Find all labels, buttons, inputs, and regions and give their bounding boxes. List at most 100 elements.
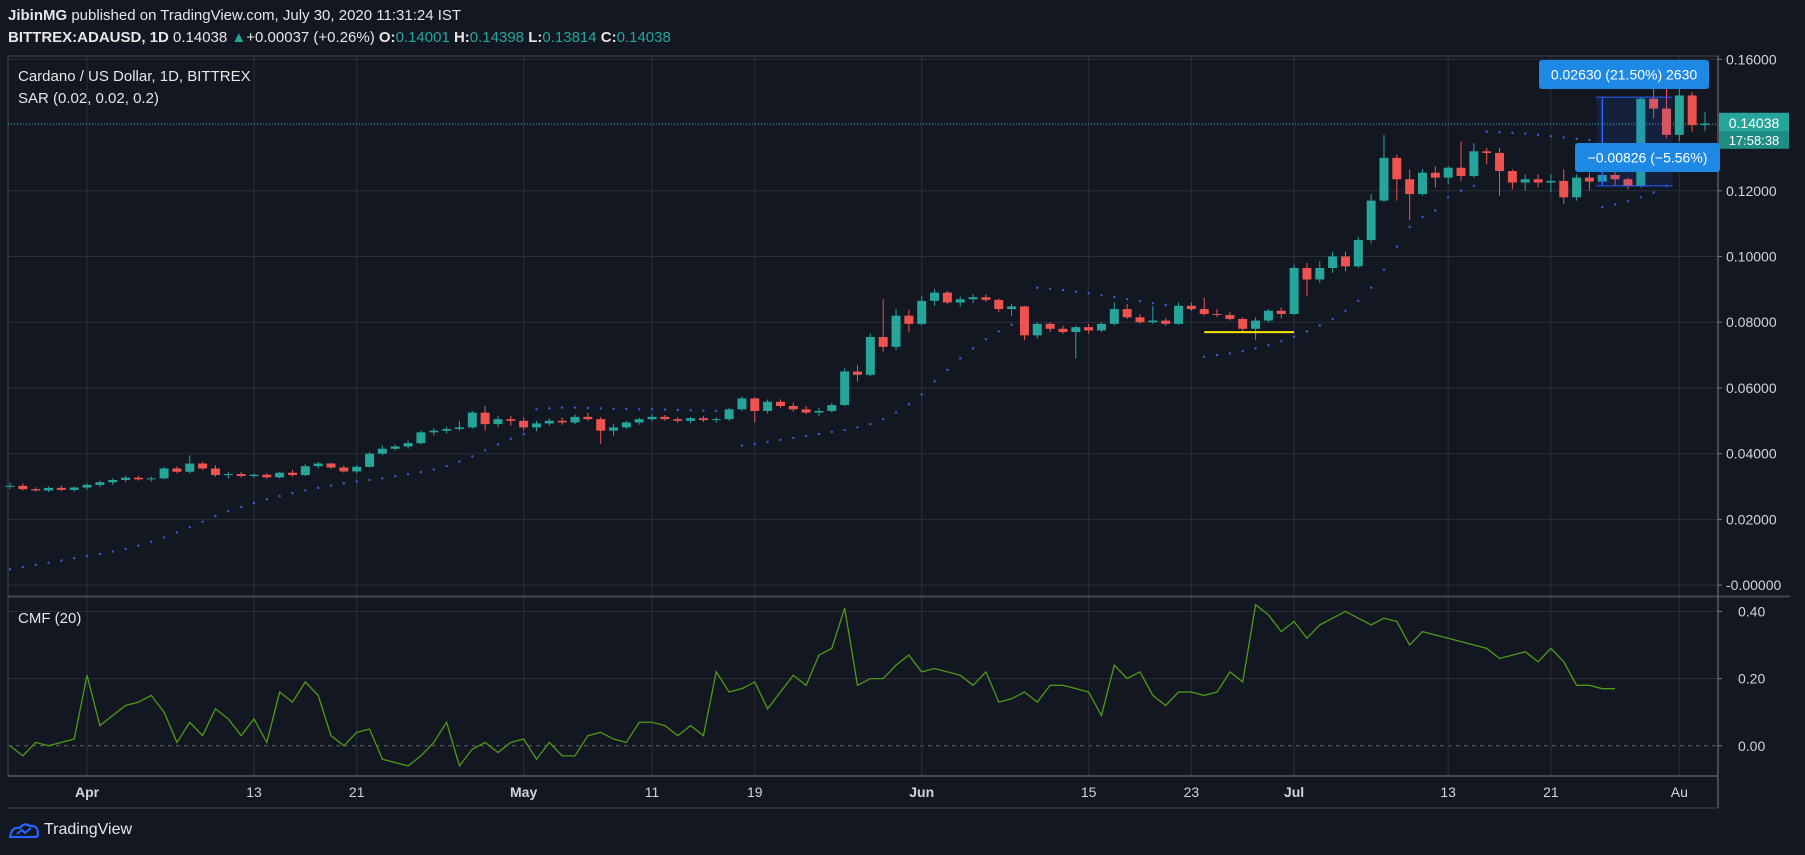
candle-body[interactable] [596,419,606,431]
candle-body[interactable] [1238,318,1248,329]
candle-body[interactable] [621,422,631,428]
axes[interactable]: 0.160000.140000.120000.100000.080000.060… [75,51,1789,800]
candle-body[interactable] [56,487,66,490]
candle-body[interactable] [416,432,426,444]
candle-body[interactable] [82,484,92,488]
candle-body[interactable] [981,297,991,300]
candle-body[interactable] [570,416,580,423]
candle-body[interactable] [853,371,862,375]
candle-body[interactable] [1161,320,1171,324]
candle-body[interactable] [1379,157,1389,201]
candle-body[interactable] [5,485,15,487]
measure-up-label-bg[interactable] [1539,60,1709,89]
candle-body[interactable] [878,337,888,347]
candle-body[interactable] [1225,314,1235,319]
candle-body[interactable] [1584,177,1594,182]
candle-body[interactable] [1045,323,1055,329]
candle-body[interactable] [1649,98,1659,109]
candle-body[interactable] [1315,267,1325,280]
candle-body[interactable] [403,443,413,447]
candle-body[interactable] [891,315,901,347]
candle-body[interactable] [442,429,452,431]
candle-body[interactable] [121,477,131,480]
candle-body[interactable] [737,398,747,410]
candle-body[interactable] [544,420,554,424]
candle-body[interactable] [1186,305,1196,310]
candle-body[interactable] [1007,306,1017,310]
candle-body[interactable] [198,463,208,469]
candle-body[interactable] [1687,95,1697,126]
candle-body[interactable] [108,479,118,483]
measure-up-label[interactable]: 0.02630 (21.50%) 2630 [1551,67,1698,83]
candle-body[interactable] [1199,309,1209,314]
candle-body[interactable] [1071,327,1081,333]
candle-body[interactable] [326,463,336,468]
candle-body[interactable] [763,401,773,411]
candle-body[interactable] [1109,309,1119,324]
candle-body[interactable] [300,466,310,476]
candle-body[interactable] [1019,306,1029,336]
candle-body[interactable] [352,466,362,472]
candle-body[interactable] [454,427,464,430]
candle-body[interactable] [1366,200,1376,241]
candle-body[interactable] [1559,180,1569,198]
candle-body[interactable] [1340,256,1350,267]
author-name[interactable]: JibinMG [8,7,68,24]
candle-body[interactable] [467,412,477,428]
candle-body[interactable] [1122,309,1132,318]
candle-body[interactable] [1636,98,1646,186]
candle-body[interactable] [506,419,516,421]
candle-body[interactable] [172,468,182,472]
candle-body[interactable] [95,482,105,485]
candle-body[interactable] [1353,240,1363,267]
candle-body[interactable] [801,409,811,413]
candle-body[interactable] [647,416,657,420]
candle-body[interactable] [1507,171,1517,183]
candle-body[interactable] [1058,328,1068,333]
candle-body[interactable] [968,297,978,300]
candle-body[interactable] [1610,174,1620,180]
candle-series[interactable] [5,75,1710,492]
candle-body[interactable] [519,420,529,428]
candle-body[interactable] [827,405,837,411]
candle-body[interactable] [1174,305,1184,324]
candle-body[interactable] [994,299,1004,310]
candle-body[interactable] [133,477,143,480]
candle-body[interactable] [262,474,272,478]
candle-body[interactable] [1546,180,1556,183]
candle-body[interactable] [377,448,387,454]
candle-body[interactable] [1456,167,1466,176]
candle-body[interactable] [531,423,541,428]
candle-body[interactable] [223,474,233,476]
candle-body[interactable] [1623,179,1633,186]
candle-body[interactable] [1135,317,1145,323]
candle-body[interactable] [1661,108,1671,135]
candle-body[interactable] [288,472,297,476]
candle-body[interactable] [1251,320,1261,329]
candle-body[interactable] [339,467,349,472]
measure-down-label[interactable]: −0.00826 (−5.56%) [1588,150,1708,166]
candle-body[interactable] [917,300,927,324]
candle-body[interactable] [955,299,965,303]
candle-body[interactable] [609,427,619,431]
annotations[interactable]: 0.02630 (21.50%) 2630 −0.00826 (−5.56%) [1204,60,1720,334]
candle-body[interactable] [1443,167,1453,178]
candle-body[interactable] [1674,95,1684,135]
last-price-badge[interactable] [1719,112,1789,132]
candle-body[interactable] [904,315,914,324]
candle-body[interactable] [1096,323,1106,331]
candle-body[interactable] [1328,256,1338,268]
candle-body[interactable] [275,472,285,478]
candle-body[interactable] [1469,151,1479,176]
candle-body[interactable] [711,419,721,421]
candle-body[interactable] [686,418,696,421]
candle-body[interactable] [1276,310,1286,314]
candle-body[interactable] [788,406,798,410]
candle-body[interactable] [1405,179,1415,195]
candle-body[interactable] [1418,172,1427,195]
candle-body[interactable] [1148,320,1158,323]
candle-body[interactable] [557,420,567,423]
candle-body[interactable] [236,474,246,477]
candle-body[interactable] [18,485,28,490]
